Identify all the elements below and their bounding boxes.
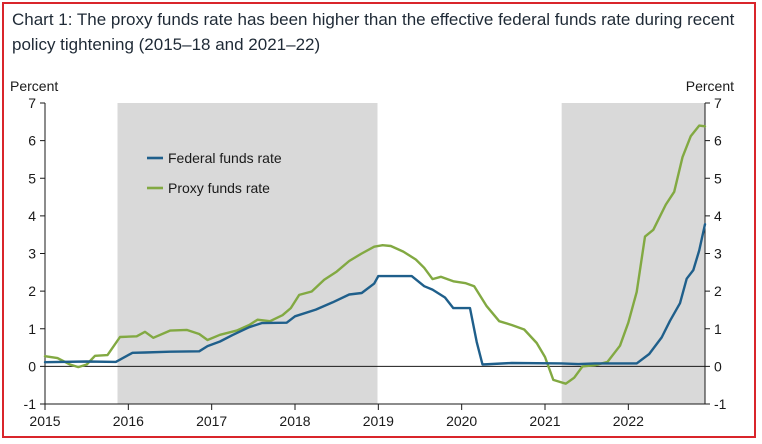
y-axis-label-right: Percent — [686, 78, 734, 94]
x-tick-label: 2016 — [113, 413, 144, 429]
series-line-proxy-funds-rate — [43, 124, 707, 385]
y-tick-label-right: 3 — [714, 246, 722, 262]
x-tick-label: 2021 — [529, 413, 560, 429]
y-tick-label-right: 7 — [714, 95, 722, 111]
y-tick-label-left: 5 — [28, 170, 36, 186]
x-tick-label: 2022 — [613, 413, 644, 429]
y-tick-label-left: -1 — [24, 396, 37, 412]
y-tick-label-left: 0 — [28, 358, 36, 374]
y-tick-label-right: 4 — [714, 208, 722, 224]
y-tick-label-left: 6 — [28, 133, 36, 149]
series-layer — [43, 124, 707, 385]
y-tick-label-right: 2 — [714, 283, 722, 299]
y-tick-label-left: 3 — [28, 246, 36, 262]
legend-label: Federal funds rate — [168, 150, 282, 166]
y-tick-label-left: 2 — [28, 283, 36, 299]
legend-label: Proxy funds rate — [168, 180, 270, 196]
y-tick-label-left: 4 — [28, 208, 36, 224]
x-tick-label: 2019 — [363, 413, 394, 429]
x-tick-label: 2017 — [196, 413, 227, 429]
x-tick-label: 2018 — [279, 413, 310, 429]
y-tick-label-right: -1 — [714, 396, 727, 412]
y-tick-label-left: 7 — [28, 95, 36, 111]
x-tick-label: 2020 — [446, 413, 477, 429]
legend: Federal funds rate Proxy funds rate — [147, 150, 282, 196]
shaded-period-1 — [117, 103, 378, 404]
x-tick-label: 2015 — [29, 413, 60, 429]
y-tick-label-right: 1 — [714, 321, 722, 337]
y-tick-label-right: 0 — [714, 358, 722, 374]
y-axis-label-left: Percent — [10, 78, 58, 94]
y-tick-label-right: 5 — [714, 170, 722, 186]
y-tick-label-right: 6 — [714, 133, 722, 149]
shaded-period-2 — [561, 103, 705, 404]
y-tick-label-left: 1 — [28, 321, 36, 337]
axes-layer: -1 -1 0 0 1 1 2 2 3 3 4 4 5 5 6 6 7 7 2015 2016 2017 2018 2019… — [24, 95, 727, 429]
chart-title: Chart 1: The proxy funds rate has been h… — [12, 10, 735, 54]
series-line-federal-funds-rate — [43, 223, 707, 366]
recession-shading-layer — [117, 103, 705, 404]
